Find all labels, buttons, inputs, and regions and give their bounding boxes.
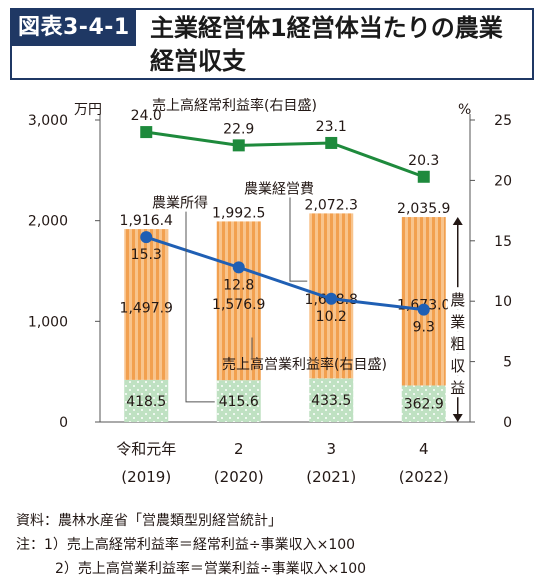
- x-tick-label: 2: [234, 440, 244, 458]
- bar-expense-label: 418.5: [126, 394, 166, 410]
- series-value-label: 9.3: [413, 320, 435, 336]
- bar-income-label: 1,576.9: [212, 297, 265, 313]
- series-value-label: 23.1: [316, 119, 347, 135]
- bar-income: [124, 229, 169, 380]
- series-name-label: 売上高経常利益率(右目盛): [152, 97, 317, 114]
- gross-label-char: 収: [450, 357, 465, 375]
- bar-income: [401, 217, 446, 386]
- series-marker: [232, 261, 245, 274]
- gross-label-bg: [447, 375, 468, 398]
- right-tick-label: 20: [494, 173, 512, 189]
- figure-number-tag: 図表3-4-1: [12, 10, 136, 46]
- x-tick-label: 3: [326, 440, 336, 458]
- note-1: 注：1）売上高経常利益率＝経常利益÷事業収入×100: [16, 537, 356, 553]
- gross-label-bg: [447, 353, 468, 376]
- left-tick-label: 1,000: [28, 314, 68, 330]
- x-tick-label: 令和元年: [116, 440, 176, 458]
- series-value-label: 15.3: [131, 247, 162, 263]
- right-tick-label: 5: [503, 355, 512, 371]
- gross-arrow-head-up: [452, 217, 463, 226]
- series-line: [146, 130, 425, 179]
- gross-arrow-head-down: [452, 414, 463, 422]
- left-tick-label: 2,000: [28, 214, 68, 230]
- x-tick-label: 4: [419, 440, 429, 458]
- gross-label-bg: [447, 331, 468, 354]
- x-tick-year-label: (2022): [399, 468, 449, 486]
- right-tick-label: 0: [503, 415, 512, 431]
- series-value-label: 12.8: [223, 277, 254, 293]
- bar-expense-label: 433.5: [311, 393, 351, 409]
- series-value-label: 10.2: [316, 309, 347, 325]
- right-axis-unit: %: [458, 102, 471, 118]
- figure-title-line1: 主業経営体1経営体当たりの農業: [150, 14, 503, 42]
- series-value-label: 22.9: [223, 121, 254, 137]
- x-tick-year-label: (2021): [306, 468, 356, 486]
- bar-expense-label: 415.6: [219, 394, 259, 410]
- bar-total-label: 2,072.3: [305, 197, 358, 213]
- annotation-income: 農業所得: [152, 195, 208, 212]
- left-tick-label: 3,000: [28, 113, 68, 129]
- note-2: 2）売上高営業利益率＝営業利益÷事業収入×100: [55, 561, 367, 577]
- left-tick-label: 0: [59, 415, 68, 431]
- series-value-label: 20.3: [408, 153, 439, 169]
- bar-total-label: 2,035.9: [397, 201, 450, 217]
- series-marker: [232, 139, 245, 152]
- series-name-label: 売上高営業利益率(右目盛): [222, 356, 387, 373]
- figure-title-line2: 経営収支: [150, 47, 246, 75]
- bar-expense-label: 362.9: [404, 397, 444, 413]
- series-marker: [417, 303, 430, 316]
- bar-income-label: 1,497.9: [120, 300, 173, 316]
- annotation-expense: 農業経営費: [244, 181, 314, 197]
- bar-total-label: 1,916.4: [120, 213, 174, 229]
- bar-expense: [309, 378, 354, 422]
- gross-label-char: 益: [450, 379, 465, 397]
- series-marker: [325, 292, 338, 305]
- right-tick-label: 25: [494, 113, 512, 129]
- left-axis-unit: 万円: [74, 102, 102, 118]
- series-marker: [417, 170, 430, 183]
- gross-label-bg: [447, 287, 468, 310]
- leader-line: [185, 211, 215, 403]
- gross-label-bg: [447, 309, 468, 332]
- gross-label-char: 業: [450, 313, 465, 331]
- chart-area: 0 1,000 2,000 3,000 0 5 10 15 20 25 万円 % 418.5 1,497.…: [28, 97, 512, 486]
- bar-expense: [216, 380, 261, 422]
- source-note: 資料：農林水産省「営農類型別経営統計」: [16, 513, 282, 529]
- gross-label-char: 農: [450, 291, 465, 309]
- bar-income: [216, 221, 261, 381]
- right-tick-label: 10: [494, 294, 512, 310]
- series-marker: [140, 231, 153, 244]
- x-tick-year-label: (2020): [214, 468, 264, 486]
- figure-title-box: 図表3-4-1 主業経営体1経営体当たりの農業 経営収支: [10, 8, 534, 80]
- chart-layer: 0 1,000 2,000 3,000 0 5 10 15 20 25 万円 % 418.5 1,497.…: [28, 97, 512, 486]
- bar-total-label: 1,992.5: [212, 205, 265, 221]
- series-marker: [140, 126, 153, 139]
- right-tick-label: 15: [494, 234, 512, 250]
- x-tick-year-label: (2019): [121, 468, 171, 486]
- leader-line: [289, 197, 308, 282]
- bar-expense: [401, 385, 446, 422]
- series-line: [145, 235, 424, 312]
- series-marker: [325, 136, 338, 149]
- gross-label-char: 粗: [450, 335, 465, 353]
- series-value-label: 24.0: [131, 108, 162, 124]
- bar-expense: [124, 379, 169, 422]
